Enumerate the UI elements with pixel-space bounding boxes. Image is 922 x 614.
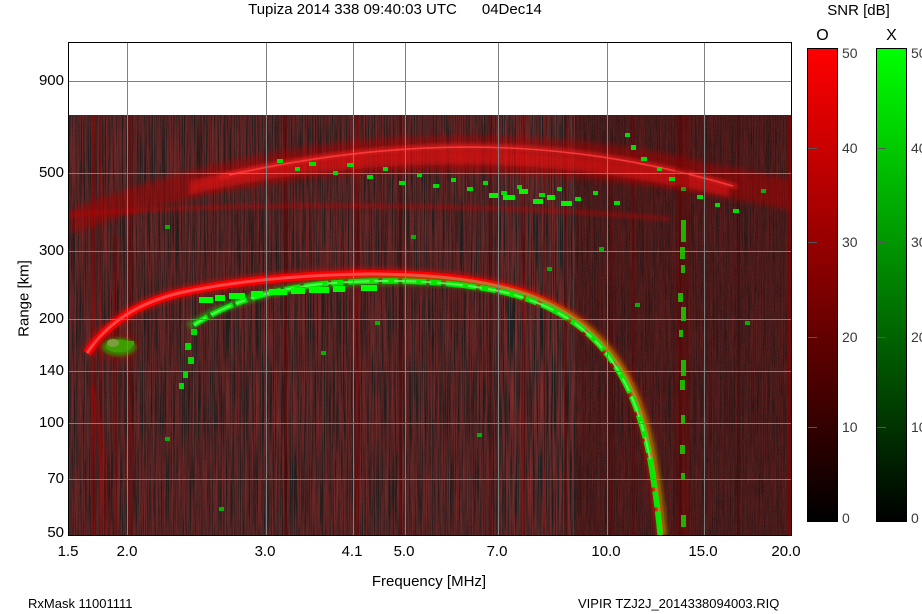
ionogram-plot[interactable]	[68, 42, 792, 536]
y-tick-100: 100	[38, 414, 64, 431]
y-tick-50: 50	[47, 524, 64, 541]
x-tick-7.0: 7.0	[486, 543, 508, 560]
grid-line-200	[69, 319, 791, 320]
colorbar-o-tick-30: 30	[842, 234, 858, 250]
colorbar-x-mark-10	[877, 427, 886, 428]
x-tick-10.0: 10.0	[591, 543, 621, 560]
colorbar-o-mark-10	[808, 427, 817, 428]
colorbar-title: SNR [dB]	[827, 2, 890, 19]
y-tick-200: 200	[38, 310, 64, 327]
colorbar-o-mark-30	[808, 242, 817, 243]
colorbar-x-mark-20	[877, 337, 886, 338]
colorbar-x-tick-0: 0	[911, 510, 919, 526]
colorbar-x-tick-30: 30	[911, 234, 922, 250]
footer-filename: VIPIR TZJ2J_2014338094003.RIQ	[578, 596, 780, 611]
colorbar-x-label: X	[886, 27, 897, 44]
ionogram-raster	[69, 115, 791, 535]
colorbar-x-tick-20: 20	[911, 329, 922, 345]
colorbar-o-mark-20	[808, 337, 817, 338]
grid-line-4.1	[353, 43, 354, 535]
y-tick-140: 140	[38, 362, 64, 379]
colorbar-o-tick-40: 40	[842, 140, 858, 156]
colorbar-x-tick-10: 10	[911, 419, 922, 435]
grid-line-140	[69, 371, 791, 372]
x-tick-20.0: 20.0	[771, 543, 801, 560]
colorbar-x-tick-50: 50	[911, 45, 922, 61]
colorbar-o-tick-10: 10	[842, 419, 858, 435]
grid-line-7.0	[498, 43, 499, 535]
x-tick-3.0: 3.0	[254, 543, 276, 560]
grid-line-900	[69, 81, 791, 82]
grid-line-300	[69, 251, 791, 252]
x-tick-2.0: 2.0	[116, 543, 138, 560]
colorbar-o-mark-40	[808, 148, 817, 149]
colorbar-x-mark-30	[877, 242, 886, 243]
y-tick-70: 70	[47, 470, 64, 487]
colorbar-o-gradient[interactable]	[807, 48, 838, 522]
x-tick-15.0: 15.0	[688, 543, 718, 560]
x-tick-5.0: 5.0	[393, 543, 415, 560]
colorbar-o-tick-20: 20	[842, 329, 858, 345]
colorbar-x-tick-40: 40	[911, 140, 922, 156]
grid-line-15.0	[704, 43, 705, 535]
grid-line-3.0	[266, 43, 267, 535]
colorbar-o-tick-50: 50	[842, 45, 858, 61]
grid-line-2.0	[127, 43, 128, 535]
colorbar-x-mark-40	[877, 148, 886, 149]
grid-line-10.0	[607, 43, 608, 535]
page-title: Tupiza 2014 338 09:40:03 UTC 04Dec14	[248, 1, 542, 18]
colorbar-o-label: O	[816, 27, 829, 44]
colorbar-o-tick-0: 0	[842, 510, 850, 526]
x-tick-4.1: 4.1	[341, 543, 363, 560]
y-tick-900: 900	[38, 72, 64, 89]
x-tick-1.5: 1.5	[57, 543, 79, 560]
footer-rxmask: RxMask 11001111	[28, 596, 133, 611]
colorbar-x-gradient[interactable]	[876, 48, 907, 522]
grid-line-500	[69, 173, 791, 174]
y-tick-300: 300	[38, 242, 64, 259]
x-axis-label: Frequency [MHz]	[371, 573, 487, 590]
plot-inner	[69, 43, 791, 535]
grid-line-70	[69, 479, 791, 480]
grid-line-5.0	[405, 43, 406, 535]
y-tick-500: 500	[38, 164, 64, 181]
y-axis-ticks: 900 500 300 200 140 100 70 50	[0, 0, 64, 614]
ionogram-data-canvas	[69, 115, 791, 535]
grid-line-100	[69, 423, 791, 424]
